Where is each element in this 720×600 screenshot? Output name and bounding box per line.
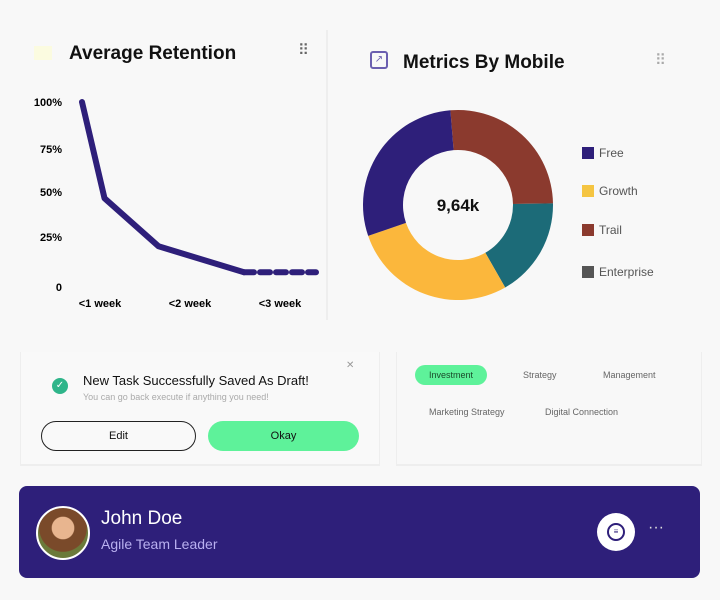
card-title: Metrics By Mobile — [403, 52, 565, 73]
check-icon: ✓ — [52, 378, 68, 394]
legend-swatch — [582, 224, 594, 236]
legend-item: Growth — [582, 184, 638, 198]
legend-swatch — [582, 147, 594, 159]
legend-swatch — [582, 185, 594, 197]
toast-message: You can go back execute if anything you … — [83, 392, 269, 402]
x-tick-label: <3 week — [259, 298, 302, 310]
tag-marketing-strategy[interactable]: Marketing Strategy — [429, 407, 505, 417]
donut-slice — [363, 110, 454, 236]
grip-dots-icon[interactable]: ⠿ — [298, 42, 309, 59]
chart-icon: ↗ — [370, 51, 388, 69]
avatar[interactable] — [36, 506, 90, 560]
metrics-donut — [363, 110, 553, 300]
toast-card: ✓ New Task Successfully Saved As Draft! … — [20, 352, 380, 466]
y-tick-label: 0 — [56, 282, 62, 294]
donut-slice — [368, 222, 506, 300]
donut-slice — [450, 110, 553, 205]
y-tick-label: 25% — [40, 232, 62, 244]
tag-investment[interactable]: Investment — [415, 365, 488, 385]
tag-strategy[interactable]: Strategy — [523, 370, 557, 380]
legend-label: Growth — [599, 184, 638, 198]
toast-title: New Task Successfully Saved As Draft! — [83, 373, 309, 388]
chat-icon: ≡ — [607, 523, 625, 541]
legend-swatch — [582, 266, 594, 278]
tag-management[interactable]: Management — [603, 370, 656, 380]
legend-label: Enterprise — [599, 265, 654, 279]
card-title: Average Retention — [69, 43, 237, 64]
retention-chart: 100% 75% 50% 25% 0 <1 week <2 week <3 week — [34, 97, 319, 310]
donut-slice — [485, 203, 553, 288]
close-icon[interactable]: ✕ — [346, 360, 355, 371]
tag-digital-connection[interactable]: Digital Connection — [545, 407, 619, 417]
legend-item: Free — [582, 146, 624, 160]
retention-line — [79, 99, 247, 276]
more-options-icon[interactable]: ··· — [648, 519, 664, 536]
y-tick-label: 75% — [40, 144, 62, 156]
metrics-card: ↗ Metrics By Mobile ⠿ — [342, 30, 700, 320]
retention-card: Average Retention ⠿ — [20, 30, 328, 320]
x-tick-label: <1 week — [79, 298, 122, 310]
grip-dots-icon[interactable]: ⠿ — [655, 52, 666, 69]
legend-label: Free — [599, 146, 624, 160]
chat-button[interactable]: ≡ — [597, 513, 635, 551]
x-tick-label: <2 week — [169, 298, 212, 310]
profile-role: Agile Team Leader — [101, 536, 218, 552]
y-tick-label: 100% — [34, 97, 62, 109]
legend-item: Trail — [582, 223, 622, 237]
donut-center-label: 9,64k — [436, 196, 480, 215]
tags-card: Investment Strategy Management Marketing… — [396, 352, 702, 466]
legend-item: Enterprise — [582, 265, 654, 279]
okay-button[interactable]: Okay — [208, 421, 359, 451]
y-tick-label: 50% — [40, 187, 62, 199]
legend-label: Trail — [599, 223, 622, 237]
edit-button[interactable]: Edit — [41, 421, 196, 451]
profile-card: John Doe Agile Team Leader ≡ ··· — [19, 486, 700, 578]
retention-icon — [34, 46, 52, 60]
profile-name: John Doe — [101, 508, 183, 529]
